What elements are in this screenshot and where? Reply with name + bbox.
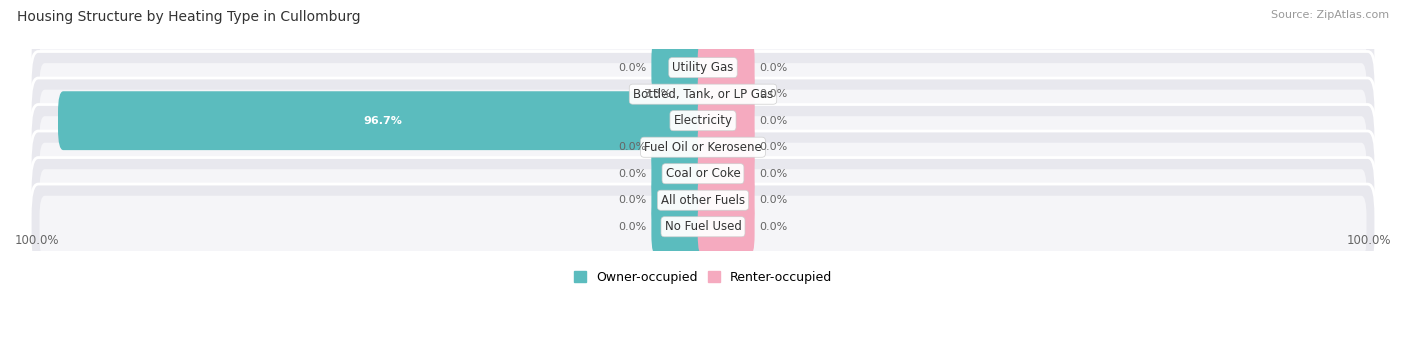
Text: 0.0%: 0.0% [619, 63, 647, 73]
FancyBboxPatch shape [697, 38, 755, 97]
FancyBboxPatch shape [39, 90, 1367, 152]
Text: 0.0%: 0.0% [759, 222, 787, 232]
Legend: Owner-occupied, Renter-occupied: Owner-occupied, Renter-occupied [568, 266, 838, 289]
Text: No Fuel Used: No Fuel Used [665, 220, 741, 233]
FancyBboxPatch shape [39, 36, 1367, 99]
Text: 0.0%: 0.0% [619, 195, 647, 205]
Text: Fuel Oil or Kerosene: Fuel Oil or Kerosene [644, 141, 762, 154]
FancyBboxPatch shape [697, 197, 755, 256]
FancyBboxPatch shape [39, 116, 1367, 178]
FancyBboxPatch shape [30, 25, 1376, 110]
FancyBboxPatch shape [697, 171, 755, 230]
FancyBboxPatch shape [697, 144, 755, 203]
FancyBboxPatch shape [30, 158, 1376, 243]
FancyBboxPatch shape [651, 38, 709, 97]
FancyBboxPatch shape [651, 144, 709, 203]
FancyBboxPatch shape [39, 63, 1367, 125]
Text: 0.0%: 0.0% [619, 169, 647, 179]
Text: 3.3%: 3.3% [643, 89, 671, 99]
Text: 0.0%: 0.0% [759, 195, 787, 205]
Text: Coal or Coke: Coal or Coke [665, 167, 741, 180]
FancyBboxPatch shape [58, 91, 709, 150]
Text: Source: ZipAtlas.com: Source: ZipAtlas.com [1271, 10, 1389, 20]
FancyBboxPatch shape [30, 131, 1376, 217]
FancyBboxPatch shape [651, 118, 709, 177]
Text: 0.0%: 0.0% [759, 142, 787, 152]
Text: Electricity: Electricity [673, 114, 733, 127]
Text: 0.0%: 0.0% [619, 142, 647, 152]
Text: 0.0%: 0.0% [759, 63, 787, 73]
FancyBboxPatch shape [30, 78, 1376, 163]
Text: 0.0%: 0.0% [759, 169, 787, 179]
FancyBboxPatch shape [39, 169, 1367, 231]
FancyBboxPatch shape [697, 118, 755, 177]
Text: All other Fuels: All other Fuels [661, 194, 745, 207]
Text: 0.0%: 0.0% [759, 89, 787, 99]
FancyBboxPatch shape [30, 184, 1376, 269]
FancyBboxPatch shape [676, 65, 709, 123]
Text: 100.0%: 100.0% [1347, 234, 1391, 248]
FancyBboxPatch shape [30, 105, 1376, 190]
FancyBboxPatch shape [39, 143, 1367, 205]
Text: Housing Structure by Heating Type in Cullomburg: Housing Structure by Heating Type in Cul… [17, 10, 360, 24]
FancyBboxPatch shape [30, 51, 1376, 137]
Text: 0.0%: 0.0% [619, 222, 647, 232]
Text: 0.0%: 0.0% [759, 116, 787, 126]
Text: 100.0%: 100.0% [15, 234, 59, 248]
Text: Bottled, Tank, or LP Gas: Bottled, Tank, or LP Gas [633, 88, 773, 101]
Text: Utility Gas: Utility Gas [672, 61, 734, 74]
FancyBboxPatch shape [39, 196, 1367, 258]
FancyBboxPatch shape [651, 171, 709, 230]
FancyBboxPatch shape [697, 91, 755, 150]
FancyBboxPatch shape [651, 197, 709, 256]
FancyBboxPatch shape [697, 65, 755, 123]
Text: 96.7%: 96.7% [364, 116, 402, 126]
